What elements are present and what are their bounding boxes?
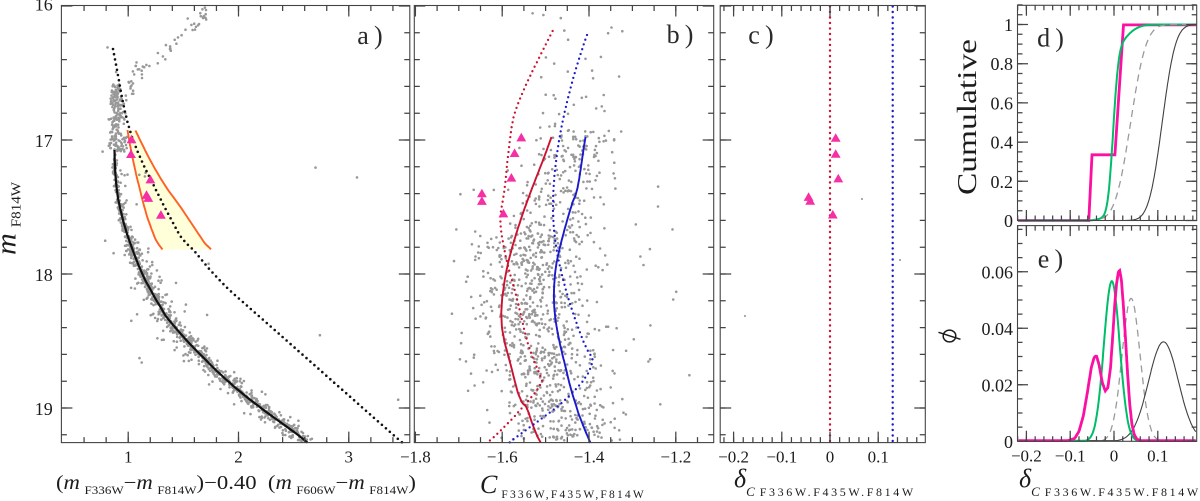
svg-text:δC F336W.F435W.F814W: δC F336W.F435W.F814W [734,464,916,499]
svg-text:17: 17 [35,131,53,151]
svg-text:−1.6: −1.6 [487,448,518,467]
svg-text:16: 16 [35,0,53,14]
svg-text:−1.4: −1.4 [574,448,605,467]
svg-text:−0.1: −0.1 [766,448,797,467]
svg-text:−0.1: −0.1 [1055,447,1086,466]
svg-text:0.4: 0.4 [991,133,1014,153]
svg-text:19: 19 [35,399,53,419]
svg-text:Cumulative: Cumulative [952,39,982,195]
svg-text:−1.2: −1.2 [660,448,691,467]
svg-text:3: 3 [345,448,354,467]
svg-text:2: 2 [234,448,243,467]
svg-text:18: 18 [35,265,53,285]
svg-text:C F336W,F435W,F814W: C F336W,F435W,F814W [480,470,646,501]
svg-text:m F814W: m F814W [0,181,24,255]
svg-text:1: 1 [1004,15,1013,35]
svg-text:0.1: 0.1 [1147,447,1168,466]
svg-text:a ): a ) [357,21,382,50]
svg-text:0.04: 0.04 [982,319,1014,339]
svg-text:0.1: 0.1 [868,448,889,467]
svg-text:0.02: 0.02 [982,375,1014,395]
svg-text:−1.8: −1.8 [400,448,431,467]
svg-text:0: 0 [1110,447,1119,466]
svg-text:−0.2: −0.2 [718,448,749,467]
svg-text:−0.2: −0.2 [1011,447,1042,466]
svg-text:d ): d ) [1037,24,1064,53]
svg-text:b ): b ) [667,20,694,49]
svg-text:0: 0 [1004,432,1013,452]
svg-text:c ): c ) [748,21,773,50]
svg-text:0.2: 0.2 [991,172,1014,192]
svg-text:0: 0 [826,448,835,467]
svg-text:δC F336W.F435W.F814W: δC F336W.F435W.F814W [1019,464,1200,499]
svg-text:e ): e ) [1038,245,1063,274]
svg-text:0.06: 0.06 [982,262,1014,282]
svg-text:0.6: 0.6 [991,93,1014,113]
svg-text:0.8: 0.8 [991,54,1014,74]
svg-text:0: 0 [1004,211,1013,231]
svg-text:1: 1 [124,448,133,467]
